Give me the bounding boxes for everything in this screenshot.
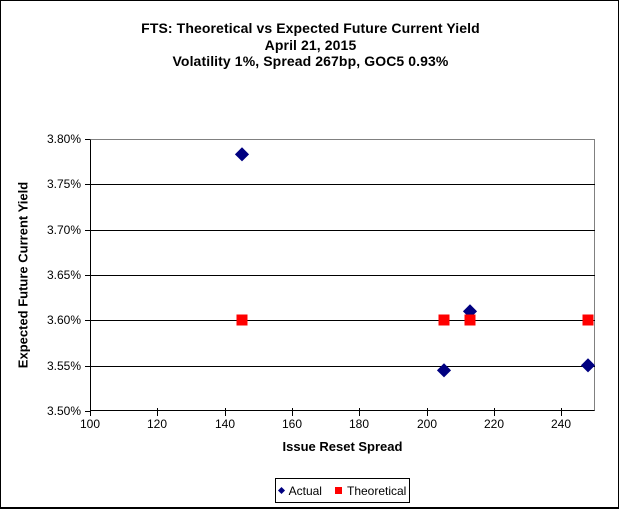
- chart-title: FTS: Theoretical vs Expected Future Curr…: [1, 20, 618, 70]
- y-axis-tick-label: 3.65%: [46, 268, 81, 282]
- y-axis-tick-label: 3.60%: [46, 313, 81, 327]
- x-axis-tick: [494, 408, 495, 416]
- gridline: [90, 320, 595, 321]
- x-axis-tick-label: 220: [483, 417, 505, 431]
- y-axis-tick: [85, 366, 90, 367]
- y-axis-tick: [85, 275, 90, 276]
- x-axis-tick: [561, 408, 562, 416]
- x-axis-tick: [359, 408, 360, 416]
- data-point-theoretical[interactable]: [582, 314, 594, 326]
- x-axis-tick: [292, 408, 293, 416]
- data-point-theoretical[interactable]: [236, 314, 247, 326]
- legend-label-actual: Actual: [288, 483, 322, 498]
- x-axis-tick-label: 140: [214, 417, 236, 431]
- square-marker-icon: [334, 487, 342, 494]
- gridline: [90, 230, 595, 231]
- y-axis-tick: [85, 411, 90, 412]
- x-axis-tick: [427, 408, 428, 416]
- y-axis-tick: [85, 230, 90, 231]
- x-axis-tick: [90, 408, 91, 416]
- x-axis-title: Issue Reset Spread: [282, 439, 403, 454]
- x-axis-tick-label: 120: [146, 417, 168, 431]
- y-axis-tick-label: 3.75%: [46, 177, 81, 191]
- y-axis-tick-label: 3.55%: [46, 359, 81, 373]
- title-line-2: April 21, 2015: [264, 36, 357, 53]
- x-axis-tick-label: 180: [348, 417, 370, 431]
- y-axis-tick: [85, 184, 90, 185]
- legend-label-theoretical: Theoretical: [346, 483, 407, 498]
- x-axis-tick-label: 200: [416, 417, 438, 431]
- data-point-theoretical[interactable]: [438, 314, 449, 326]
- y-axis-tick: [85, 139, 90, 140]
- gridline: [90, 275, 595, 276]
- legend-item-theoretical[interactable]: Theoretical: [334, 483, 407, 498]
- diamond-marker-icon: [277, 486, 285, 495]
- x-axis-tick: [157, 408, 158, 416]
- gridline: [90, 366, 595, 367]
- x-axis-tick-label: 240: [550, 417, 572, 431]
- title-line-1: FTS: Theoretical vs Expected Future Curr…: [141, 20, 480, 36]
- legend-item-actual[interactable]: Actual: [277, 483, 322, 498]
- y-axis-tick: [85, 320, 90, 321]
- data-point-theoretical[interactable]: [464, 314, 476, 326]
- y-axis-tick-label: 3.80%: [46, 132, 81, 146]
- legend[interactable]: Actual Theoretical: [275, 478, 410, 503]
- y-axis-tick-label: 3.70%: [46, 223, 81, 237]
- x-axis-tick-label: 100: [79, 417, 101, 431]
- x-axis-tick-label: 160: [281, 417, 303, 431]
- title-line-3: Volatility 1%, Spread 267bp, GOC5 0.93%: [172, 53, 449, 69]
- x-axis-tick: [225, 408, 226, 416]
- y-axis-tick-label: 3.50%: [46, 404, 81, 418]
- gridline: [90, 184, 595, 185]
